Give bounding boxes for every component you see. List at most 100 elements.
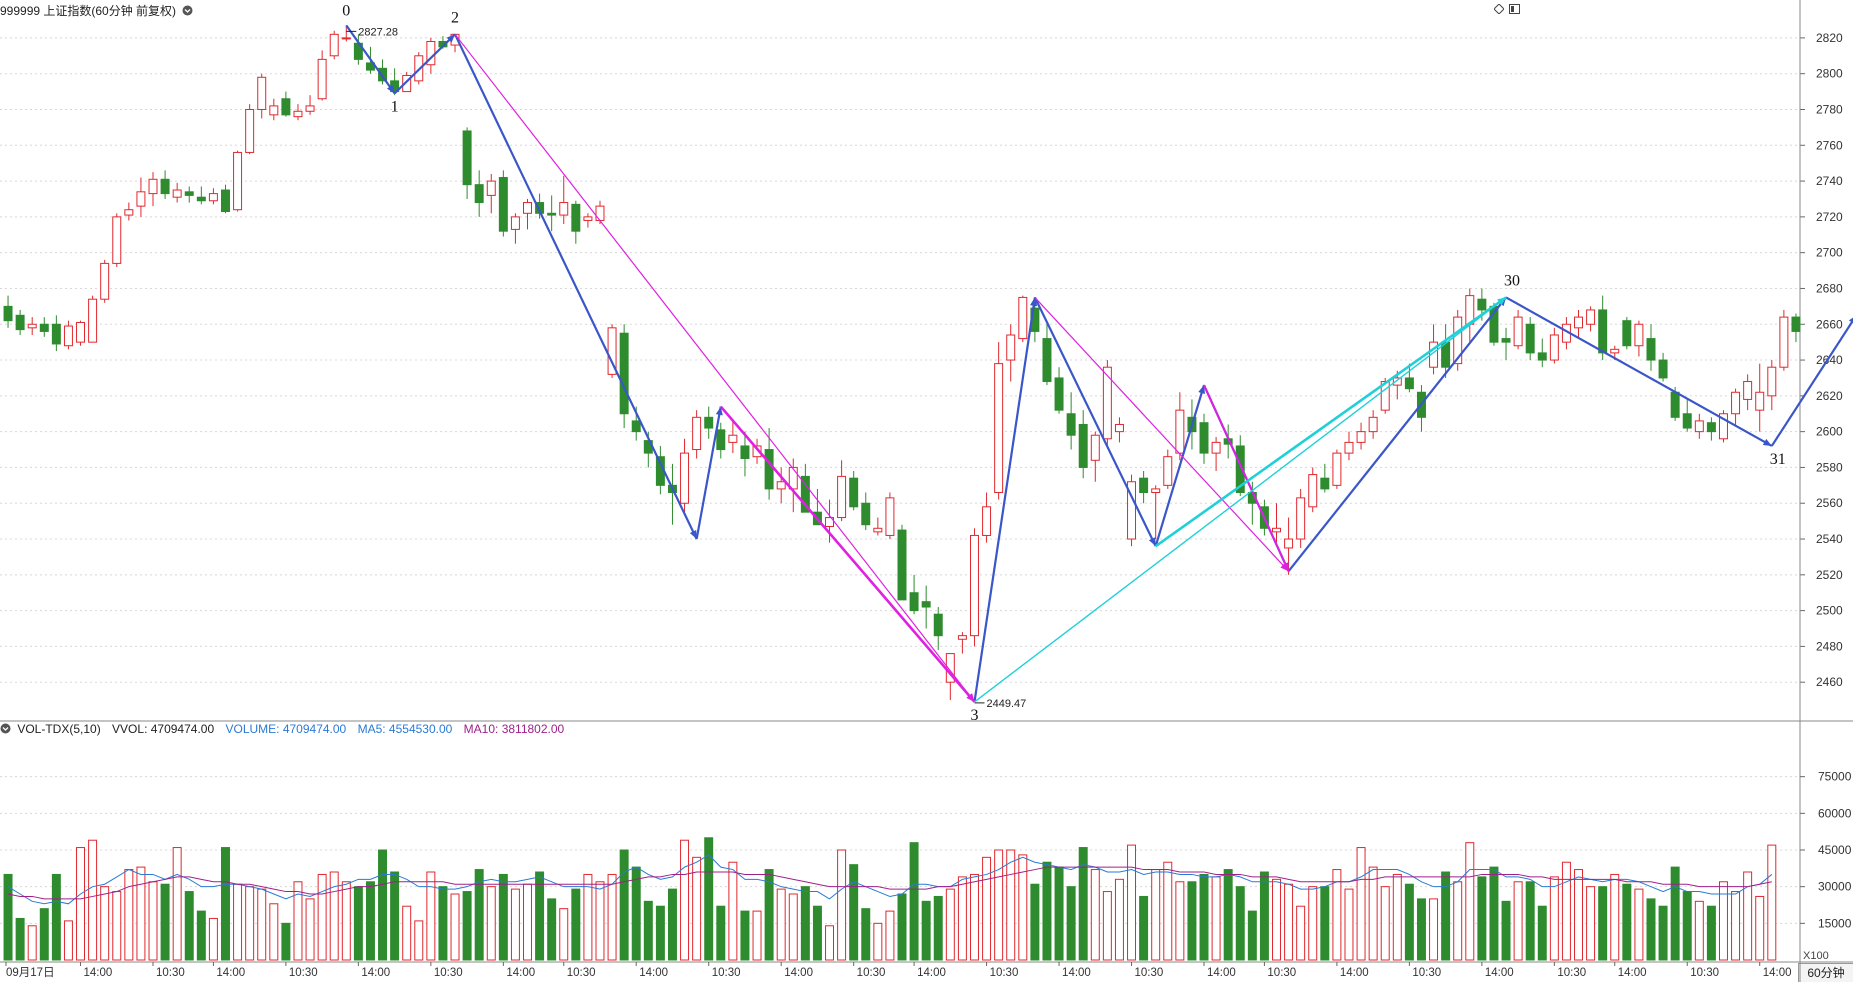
price-tick-label: 2560: [1816, 496, 1843, 510]
candlestick: [740, 431, 750, 477]
chevron-down-icon[interactable]: [182, 5, 193, 16]
candlestick: [1151, 485, 1161, 540]
volume-bar: [1368, 866, 1378, 961]
candle-body: [704, 416, 714, 429]
price-tick-label: 2620: [1816, 389, 1843, 403]
candlestick: [1042, 324, 1052, 386]
candle-body: [196, 196, 206, 202]
volume-bar: [704, 837, 714, 961]
candle-body: [1332, 452, 1342, 486]
volume-bar: [1610, 873, 1620, 961]
volume-header: VOL-TDX(5,10) VVOL: 4709474.00 VOLUME: 4…: [0, 722, 572, 736]
time-tick-label: 10:30: [712, 967, 741, 979]
volume-bar: [426, 871, 436, 961]
period-selector[interactable]: 60分钟: [1798, 963, 1853, 982]
candle-body: [233, 151, 243, 211]
candlestick: [1537, 338, 1547, 368]
volume-bar: [1731, 891, 1741, 961]
candle-body: [112, 216, 122, 264]
volume-bar: [764, 869, 774, 961]
panel-toggle-icon[interactable]: [1509, 4, 1520, 14]
pen-line: [1505, 296, 1773, 447]
candle-body: [160, 178, 170, 195]
volume-bar: [873, 922, 883, 961]
volume-bar: [184, 891, 194, 961]
candle-body: [994, 363, 1004, 493]
volume-bar: [861, 908, 871, 961]
high-value-label: 2827.28: [358, 26, 398, 38]
segment-line-arrowhead: [966, 693, 975, 702]
time-tick-label: 14:00: [84, 967, 113, 979]
volume-bar: [51, 873, 61, 961]
volume-bar: [148, 881, 158, 961]
volume-bar: [15, 917, 25, 961]
volume-bar: [353, 886, 363, 961]
chart-title-text: 999999 上证指数(60分钟 前复权): [0, 4, 177, 18]
price-tick-label: 2660: [1816, 317, 1843, 331]
candlestick: [547, 195, 557, 232]
candlestick: [341, 25, 351, 42]
candle-body: [909, 592, 919, 612]
pen-line-arrowhead: [1198, 385, 1205, 395]
time-tick-label: 10:30: [434, 967, 463, 979]
volume-bar: [1670, 866, 1680, 961]
candlestick: [1163, 449, 1173, 489]
volume-bar: [245, 886, 255, 961]
candle-body: [124, 209, 134, 216]
volume-bar: [402, 905, 412, 961]
volume-bar: [716, 905, 726, 961]
volume-bar: [1114, 878, 1124, 961]
volume-bar: [1718, 881, 1728, 961]
candlestick: [136, 177, 146, 217]
volume-bar: [378, 849, 388, 961]
candlestick: [969, 528, 979, 647]
diamond-icon[interactable]: [1494, 4, 1504, 14]
candlestick: [1525, 317, 1535, 361]
candle-body: [1392, 377, 1402, 386]
candlestick: [1465, 288, 1475, 343]
volume-tick-label: 75000: [1818, 770, 1852, 784]
pivot-label: 31: [1770, 451, 1786, 468]
candle-body: [1477, 298, 1487, 311]
volume-bar: [1139, 895, 1149, 961]
volume-bar: [1235, 886, 1245, 961]
volume-bar: [88, 839, 98, 961]
volume-bar: [112, 891, 122, 961]
volume-unit-label: X100: [1803, 950, 1829, 962]
price-tick-label: 2580: [1816, 460, 1843, 474]
candlestick: [861, 492, 871, 531]
volume-bar: [1537, 905, 1547, 961]
pen-line: [1033, 296, 1157, 547]
volume-bar: [523, 883, 532, 961]
pen-line: [1287, 296, 1507, 572]
candlestick: [1066, 392, 1076, 450]
candlestick: [800, 463, 810, 513]
candlestick: [776, 467, 786, 504]
volume-bar: [305, 898, 315, 961]
time-tick-label: 10:30: [1267, 967, 1296, 979]
candle-body: [402, 74, 412, 93]
candle-body: [1658, 359, 1668, 379]
candle-body: [1634, 323, 1644, 347]
volume-bar: [969, 873, 979, 961]
candlestick: [957, 632, 967, 654]
candle-body: [752, 445, 762, 458]
candlestick: [1706, 417, 1716, 441]
volume-tick-label: 45000: [1818, 843, 1852, 857]
candle-body: [1296, 497, 1306, 540]
candle-body: [1537, 352, 1547, 361]
candlestick: [909, 574, 919, 615]
candle-body: [1235, 445, 1245, 493]
volume-bar: [1694, 900, 1704, 961]
candle-body: [825, 517, 835, 527]
candle-body: [1308, 474, 1318, 508]
candle-body: [1743, 381, 1753, 400]
candle-body: [1114, 423, 1124, 433]
candle-body: [523, 202, 532, 214]
candle-body: [1151, 488, 1161, 493]
chevron-down-icon[interactable]: [0, 723, 11, 734]
candle-body: [1706, 422, 1716, 433]
volume-bar: [1743, 871, 1753, 961]
pen-line-arrowhead: [689, 530, 697, 540]
candlestick: [1622, 317, 1632, 350]
